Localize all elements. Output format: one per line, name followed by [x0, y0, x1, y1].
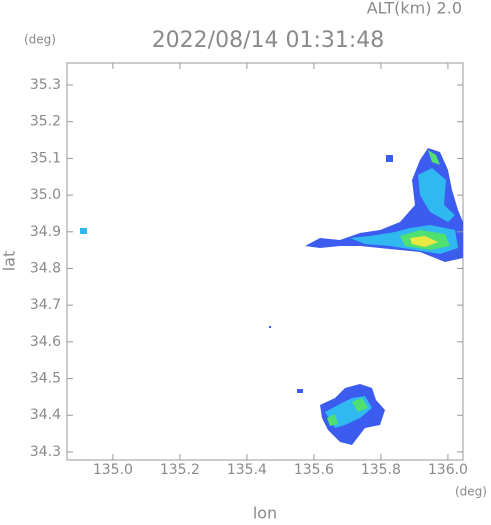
- y-tick-label: 34.7: [30, 297, 61, 313]
- x-tick-label: 135.0: [93, 462, 133, 478]
- y-axis-label: lat: [0, 251, 19, 272]
- chart-title: 2022/08/14 01:31:48: [152, 28, 385, 53]
- y-tick-label: 34.3: [30, 444, 61, 460]
- radar-echoes: [80, 148, 463, 445]
- y-tick-label: 35.0: [30, 187, 61, 203]
- x-tick-label: 135.4: [227, 462, 267, 478]
- x-tick-label: 135.6: [294, 462, 334, 478]
- y-tick-label: 34.9: [30, 224, 61, 240]
- y-tick-label: 34.6: [30, 334, 61, 350]
- y-tick-label: 35.1: [30, 150, 61, 166]
- x-tick-label: 135.8: [361, 462, 401, 478]
- y-tick-label: 34.8: [30, 260, 61, 276]
- x-tick-label: 136.0: [428, 462, 468, 478]
- y-unit: (deg): [24, 33, 56, 47]
- altitude-label: ALT(km) 2.0: [367, 0, 462, 18]
- x-axis-label: lon: [253, 504, 277, 522]
- x-unit: (deg): [455, 485, 487, 499]
- x-tick-label: 135.2: [160, 462, 200, 478]
- y-tick-label: 35.2: [30, 114, 61, 130]
- plot-frame: [66, 62, 464, 461]
- y-tick-label: 34.4: [30, 407, 61, 423]
- y-tick-label: 34.5: [30, 371, 61, 387]
- y-tick-label: 35.3: [30, 77, 61, 93]
